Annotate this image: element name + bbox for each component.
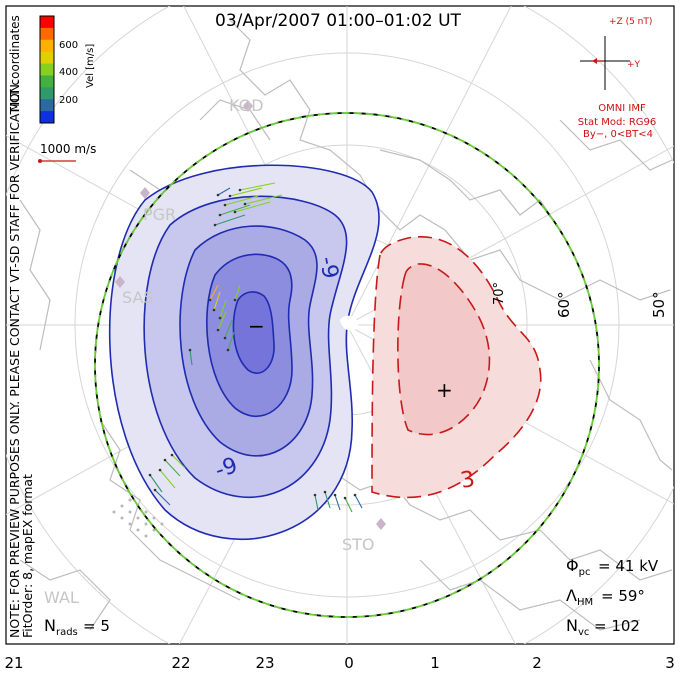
contour-label-1: -9 (314, 255, 342, 281)
positive-potential-cell (371, 236, 542, 499)
potential-maximum-marker: + (436, 378, 453, 402)
contour-label-3: 3 (459, 467, 477, 494)
latitude-label-50: 50° (650, 291, 668, 318)
mlt-tick-21: 21 (4, 654, 23, 672)
station-wal: WAL (44, 588, 79, 607)
station-sas: SAS (122, 288, 154, 307)
mlt-tick-23: 23 (255, 654, 274, 672)
mlt-tick-22: 22 (171, 654, 190, 672)
pole-gap (340, 315, 359, 331)
imf-by-label: +Y (627, 60, 641, 70)
preview-note: NOTE: FOR PREVIEW PURPOSES ONLY. PLEASE … (7, 80, 22, 638)
imf-stat-mod: Stat Mod: RG96 (578, 117, 657, 128)
mlt-tick-2: 2 (532, 654, 542, 672)
colorbar-segment (40, 75, 54, 88)
station-pgr: PGR (143, 205, 176, 224)
station-kod: KOD (229, 96, 264, 115)
phi-pc-value: = 41 kV (598, 557, 659, 575)
velocity-scale: 1000 m/s (38, 142, 96, 163)
colorbar-segment (40, 27, 54, 41)
latitude-label-60: 60° (555, 291, 573, 318)
colorbar-label: Vel [m/s] (85, 44, 96, 88)
imf-clock: +Z (5 nT) +Y OMNI IMF Stat Mod: RG96 By−… (578, 17, 657, 140)
mlt-tick-0: 0 (344, 654, 354, 672)
colorbar-segment (40, 111, 54, 124)
colorbar-tick-400: 400 (59, 67, 78, 78)
imf-condition: By−, 0<BT<4 (583, 129, 653, 140)
mlt-tick-1: 1 (430, 654, 440, 672)
colorbar-segment (40, 39, 54, 53)
n-vc-value: = 102 (594, 617, 640, 635)
colorbar-tick-200: 200 (59, 95, 78, 106)
n-rads-value: = 5 (83, 617, 110, 635)
colorbar-segment (40, 87, 54, 100)
velocity-vectors (149, 182, 363, 513)
negative-potential-cell (108, 164, 380, 541)
imf-bz-label: +Z (5 nT) (609, 17, 652, 27)
fit-order: FitOrder: 8, mapEX format (20, 474, 35, 638)
velocity-colorbar: 600 400 200 Vel [m/s] (39, 15, 96, 124)
velocity-scale-label: 1000 m/s (40, 142, 96, 156)
lambda-hm-value: = 59° (601, 587, 645, 605)
station-markers (115, 100, 386, 530)
hm-boundary-green (94, 112, 600, 618)
imf-source: OMNI IMF (598, 103, 646, 114)
plot-title: 03/Apr/2007 01:00–01:02 UT (215, 11, 461, 31)
mlt-axis: 21 22 23 0 1 2 3 (4, 654, 674, 672)
mlt-tick-3: 3 (665, 654, 675, 672)
station-sto: STO (342, 535, 375, 554)
colorbar-segment (40, 51, 54, 65)
latitude-label-70: 70° (492, 282, 507, 305)
colorbar-tick-600: 600 (59, 40, 78, 51)
vector-origins (148, 188, 357, 500)
colorbar-segment (40, 16, 54, 29)
coords-label: MLT coordinates (8, 15, 22, 112)
potential-minimum-marker: − (248, 314, 265, 338)
colorbar-segment (40, 99, 54, 112)
colorbar-segment (40, 63, 54, 76)
